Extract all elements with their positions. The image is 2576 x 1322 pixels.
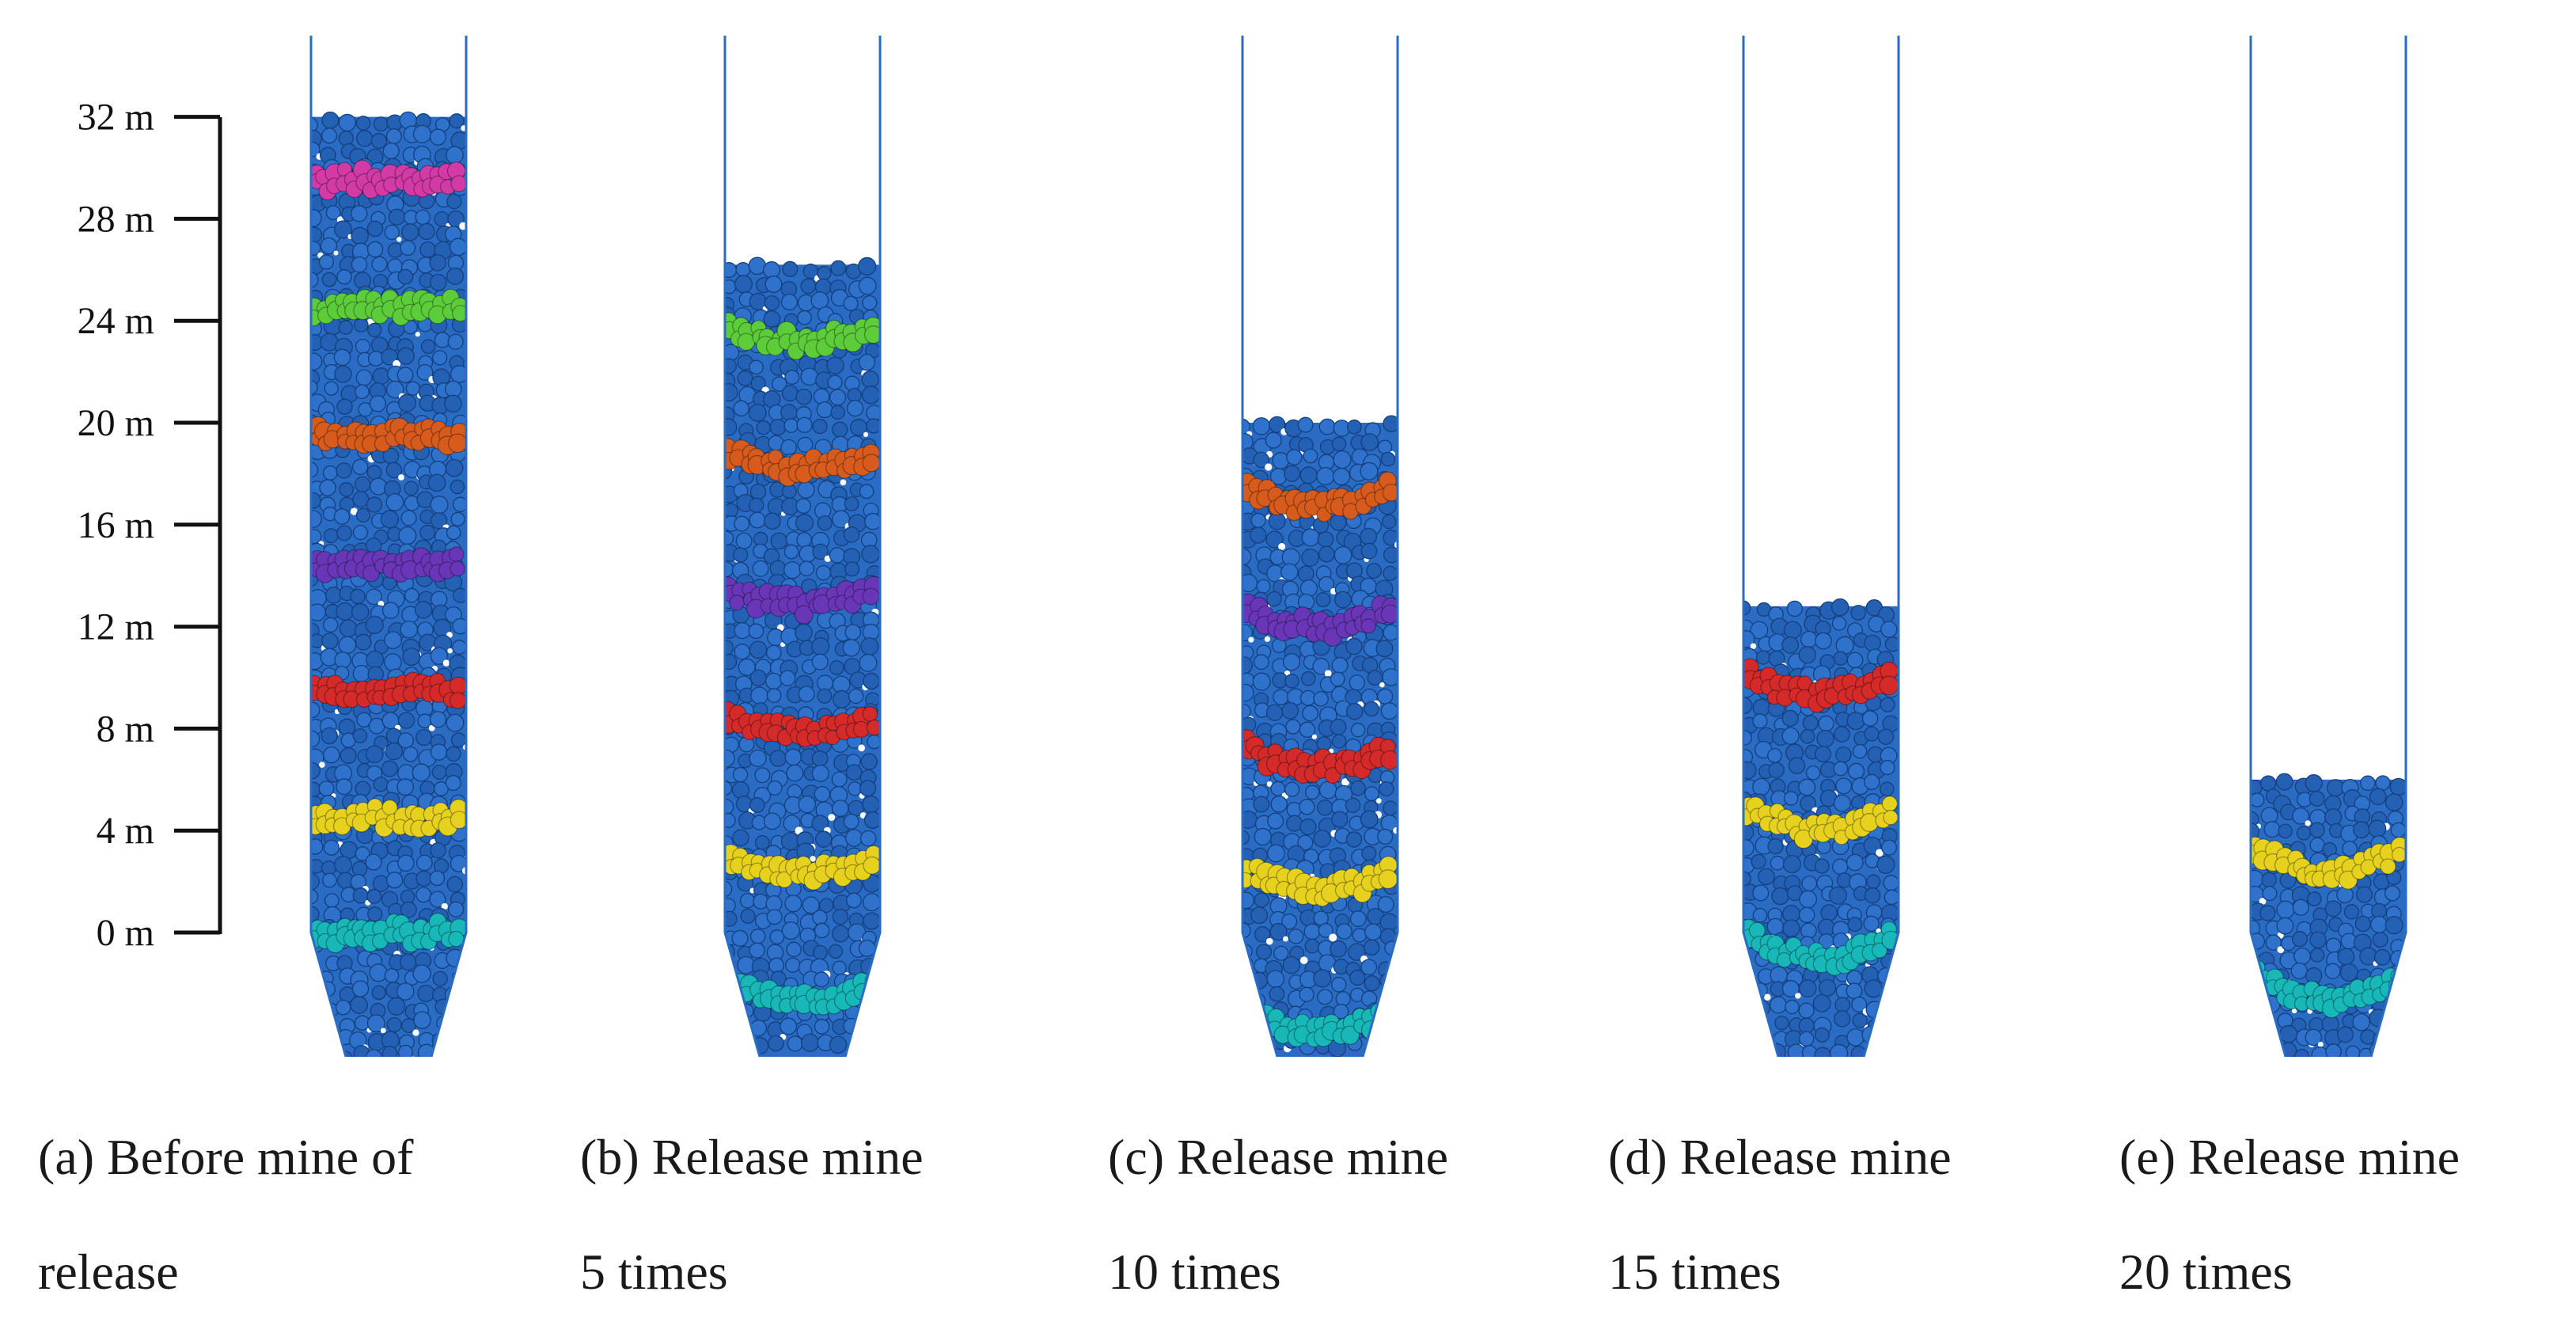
marker-layer (725, 701, 880, 748)
caption-a-line1: (a) Before mine of (38, 1129, 414, 1185)
marker-layer (725, 844, 880, 891)
caption-a-line2: release (38, 1244, 179, 1300)
silo-wall (1241, 36, 1399, 1058)
caption-b-line1: (b) Release mine (580, 1129, 924, 1185)
ore-fill (311, 111, 466, 1057)
axis-tick-label: 24 m (78, 300, 154, 342)
axis-tick-label: 32 m (78, 97, 154, 139)
caption-c-line1: (c) Release mine (1108, 1129, 1448, 1185)
caption-d-line2: 15 times (1608, 1244, 1781, 1300)
silo-wall (1742, 36, 1900, 1058)
marker-layer (1743, 918, 1899, 976)
silo-wall (723, 36, 882, 1058)
marker-layer (725, 576, 880, 625)
silo-panel-e (2249, 36, 2407, 1058)
marker-layer (1242, 593, 1398, 647)
silo-panels (309, 36, 2407, 1058)
axis-tick-label: 16 m (78, 504, 154, 546)
caption-c-line2: 10 times (1108, 1244, 1281, 1300)
marker-layer (311, 159, 466, 201)
marker-layer (725, 438, 880, 487)
marker-layers (1743, 658, 1899, 976)
ore-fill (1242, 415, 1398, 1057)
axis-tick-label: 20 m (78, 402, 154, 444)
silo-panel-a (309, 36, 468, 1058)
axis-tick-label: 4 m (97, 810, 154, 852)
axis-tick-label: 12 m (78, 606, 154, 648)
caption-e-line2: 20 times (2119, 1244, 2293, 1300)
marker-layer (1242, 856, 1398, 907)
caption-b-line2: 5 times (580, 1244, 728, 1300)
marker-layer (1743, 796, 1899, 849)
marker-layer (311, 288, 466, 327)
silo-panel-b (723, 36, 882, 1058)
marker-layers (311, 159, 466, 954)
marker-layer (725, 312, 880, 360)
marker-layer (311, 416, 466, 456)
axis-tick-label: 28 m (78, 198, 154, 240)
axis-tick-label: 8 m (97, 708, 154, 750)
ore-fill (2251, 773, 2406, 1057)
axis-tick-label: 0 m (97, 912, 154, 954)
silo-panel-c (1241, 36, 1399, 1058)
marker-layer (311, 798, 466, 838)
marker-layers (2251, 836, 2406, 1019)
ore-particles (2251, 773, 2406, 1057)
marker-layer (1743, 658, 1899, 713)
marker-layer (2251, 836, 2406, 890)
marker-layer (311, 913, 466, 954)
silo-wall (309, 36, 468, 1058)
marker-layer (311, 546, 466, 583)
marker-layer (2251, 959, 2406, 1019)
ore-fill (1743, 598, 1899, 1057)
height-axis-ticks: 32 m 28 m 24 m 20 m 16 m 12 m 8 m 4 m 0 m (78, 97, 220, 954)
marker-layer (311, 671, 466, 709)
ore-fill (725, 256, 880, 1057)
silo-panel-d (1742, 36, 1900, 1058)
silo-wall (2249, 36, 2407, 1058)
caption-d-line1: (d) Release mine (1608, 1129, 1952, 1185)
caption-e-line1: (e) Release mine (2119, 1129, 2460, 1185)
